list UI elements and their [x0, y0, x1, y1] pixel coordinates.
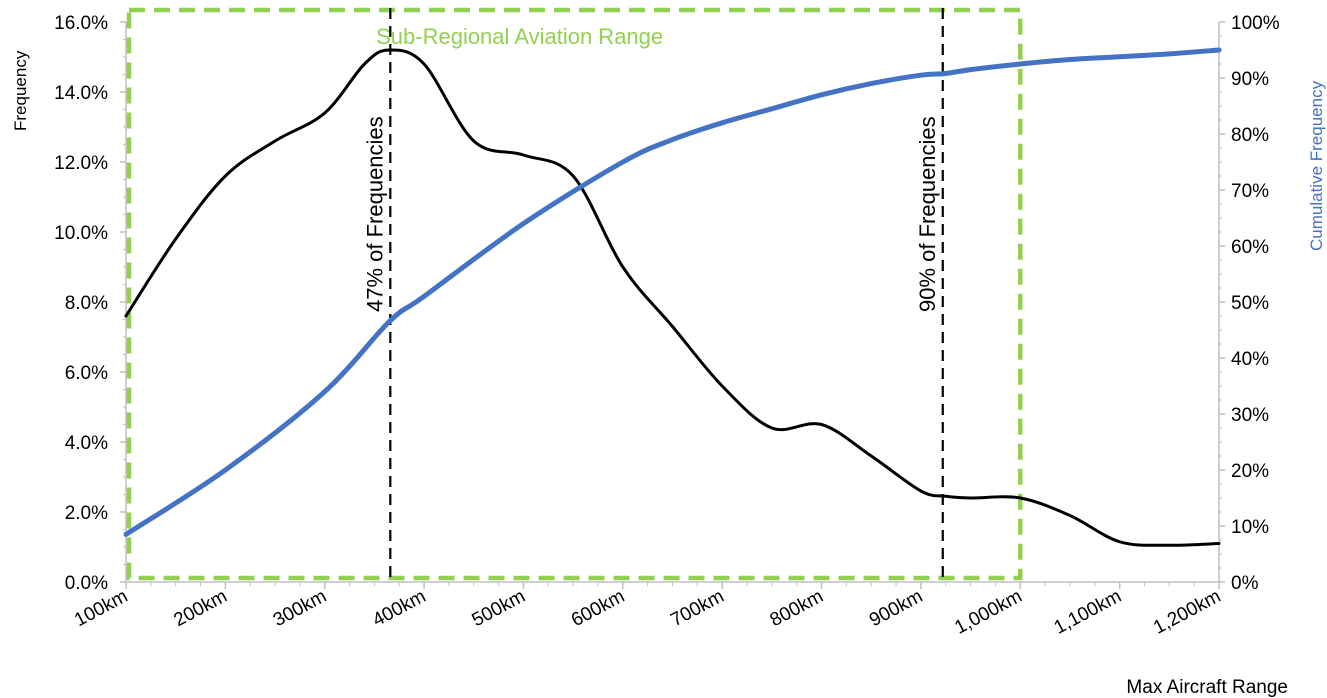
labels-layer: Frequency Cumulative Frequency Max Aircraf…: [11, 50, 1326, 698]
x-tick-label: 200km: [170, 586, 230, 631]
left-tick-label: 6.0%: [65, 363, 108, 384]
left-tick-label: 16.0%: [54, 13, 108, 34]
right-tick-label: 10%: [1231, 517, 1269, 538]
y2-axis-title: Cumulative Frequency: [1307, 80, 1326, 251]
x-tick-label: 500km: [469, 586, 529, 631]
left-tick-label: 0.0%: [65, 573, 108, 594]
left-tick-label: 12.0%: [54, 153, 108, 174]
y-axis-title: Frequency: [11, 50, 30, 131]
cumulative-frequency-line: [123, 47, 1222, 537]
left-tick-label: 10.0%: [54, 223, 108, 244]
x-tick-label: 300km: [270, 586, 330, 631]
x-tick-label: 1,000km: [951, 586, 1025, 639]
x-tick-label: 1,100km: [1051, 586, 1125, 639]
aviation-range-box: [126, 7, 1023, 581]
aviation-range-label: Sub-Regional Aviation Range: [376, 24, 663, 49]
right-tick-label: 70%: [1231, 181, 1269, 202]
left-tick-label: 4.0%: [65, 433, 108, 454]
right-tick-label: 60%: [1231, 237, 1269, 258]
left-tick-label: 14.0%: [54, 83, 108, 104]
right-tick-label: 50%: [1231, 293, 1269, 314]
right-tick-label: 0%: [1231, 573, 1259, 594]
x-tick-label: 700km: [667, 586, 727, 631]
x-tick-label: 800km: [767, 586, 827, 631]
axes-layer: [125, 22, 1220, 583]
series-layer: [123, 47, 1222, 547]
right-tick-label: 90%: [1231, 69, 1269, 90]
frequency-line: [124, 48, 1221, 547]
x-axis-title: Max Aircraft Range: [1126, 677, 1288, 698]
right-tick-label: 100%: [1231, 13, 1280, 34]
percentile-label: 90% of Frequencies: [915, 116, 940, 312]
right-tick-label: 30%: [1231, 405, 1269, 426]
x-tick-label: 900km: [866, 586, 926, 631]
left-tick-label: 8.0%: [65, 293, 108, 314]
ticks-layer: 0.0% 2.0% 4.0% 6.0% 8.0% 10.0% 12.0% 14.0% 16.0%…: [54, 13, 1280, 639]
x-tick-label: 1,200km: [1150, 586, 1224, 639]
vlines-layer: 47% of Frequencies 90% of Frequencies: [362, 8, 944, 582]
right-tick-label: 40%: [1231, 349, 1269, 370]
right-tick-label: 80%: [1231, 125, 1269, 146]
left-tick-label: 2.0%: [65, 503, 108, 524]
percentile-label: 47% of Frequencies: [362, 116, 387, 312]
right-tick-label: 20%: [1231, 461, 1269, 482]
x-tick-label: 400km: [369, 586, 429, 631]
region-layer: Sub-Regional Aviation Range: [126, 7, 1023, 581]
x-tick-label: 600km: [568, 586, 628, 631]
